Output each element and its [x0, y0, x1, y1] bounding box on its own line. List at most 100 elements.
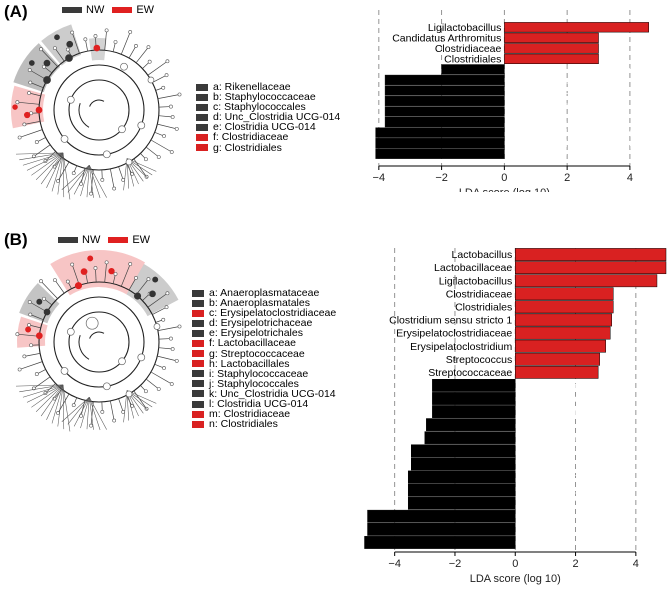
taxa-legend-swatch	[192, 370, 204, 378]
clade-node	[35, 106, 43, 114]
clade-leaf-node	[164, 305, 169, 310]
clade-leaf-node	[156, 155, 161, 159]
clade-branch	[51, 384, 64, 424]
bar-label: Clostridia UCC 014	[518, 498, 608, 510]
taxa-legend-swatch	[192, 340, 204, 348]
clade-ring	[38, 281, 160, 403]
clade-leaf-node	[65, 279, 70, 284]
clade-branch	[35, 384, 64, 413]
taxa-legend-item: a: Rikenellaceae	[196, 82, 340, 92]
clade-leaf-node	[34, 372, 39, 376]
clade-branch	[118, 166, 124, 181]
x-tick-label: 0	[501, 172, 507, 184]
clade-branch	[45, 383, 56, 394]
clade-branch	[28, 92, 41, 97]
clade-branch	[24, 121, 41, 125]
clade-branch	[157, 123, 177, 130]
clade-branch	[19, 152, 64, 161]
taxa-legend-item: n: Clostridiales	[192, 419, 336, 430]
clade-branch	[86, 397, 90, 430]
clade-leaf-node	[70, 30, 75, 35]
clade-branch	[128, 277, 137, 291]
bar-label: Clostridium sensu stricto 1	[389, 315, 512, 327]
taxa-legend-swatch	[196, 103, 208, 111]
taxa-legend-item: f: Clostridiaceae	[196, 132, 340, 143]
clade-branch	[120, 263, 131, 287]
clade-branch	[128, 45, 137, 59]
clade-leaf-node	[169, 382, 174, 386]
clade-leaf-node	[134, 276, 138, 280]
clade-leaf-node	[29, 343, 33, 348]
taxa-legend-swatch	[192, 360, 204, 368]
bar-label: Dubosiella	[518, 537, 567, 549]
taxa-legend-item: d: Erysipelotrichaceae	[192, 318, 336, 329]
bar-label: Staphylococcales	[518, 459, 600, 471]
lda-bar	[504, 22, 649, 33]
taxa-legend-label: g: Streptococcaceae	[209, 347, 305, 360]
clade-leaf-node	[161, 85, 166, 90]
clade-leaf-node	[112, 418, 117, 423]
clade-leaf-node	[22, 122, 27, 127]
bar-label: Ligilactobacillus	[439, 275, 513, 287]
clade-branch	[89, 165, 107, 198]
clade-branch	[145, 146, 159, 158]
clade-branch	[54, 47, 65, 62]
clade-branch	[22, 384, 64, 398]
bar-label: Rikenellaceae	[507, 117, 573, 129]
legend-ew: EW	[108, 234, 150, 246]
x-tick-label: −2	[449, 558, 462, 570]
clade-branch	[73, 397, 90, 427]
taxa-legend-label: b: Staphylococcaceae	[213, 91, 316, 104]
clade-leaf-node	[112, 186, 117, 191]
taxa-legend-label: m: Clostridiaceae	[209, 408, 291, 421]
clade-ring	[53, 296, 145, 388]
clade-branch	[150, 371, 172, 385]
clade-branch	[54, 279, 65, 294]
clade-inner-arc	[89, 99, 105, 107]
taxa-legend-a: a: Rikenellaceae b: Staphylococcaceae c: S…	[196, 82, 340, 153]
clade-branch	[31, 384, 64, 408]
taxa-legend-label: d: Unc_Clostridia UCG-014	[213, 111, 341, 124]
lda-bar	[515, 248, 667, 261]
clade-branch	[51, 152, 64, 192]
clade-branch	[57, 384, 64, 427]
taxa-legend-swatch	[192, 410, 204, 418]
clade-node	[36, 298, 43, 305]
clade-branch	[158, 338, 171, 340]
clade-branch	[28, 324, 41, 329]
clade-leaf-node	[162, 134, 166, 138]
clade-node	[24, 111, 31, 119]
clade-branch	[67, 396, 90, 425]
clade-leaf-node	[174, 126, 179, 131]
x-tick-label: 4	[633, 558, 639, 570]
clade-branch	[150, 139, 172, 153]
clade-leaf-node	[104, 260, 109, 265]
clade-leaf-node	[100, 178, 105, 182]
bar-label: Clostoridia UCC 014	[507, 148, 603, 160]
clade-node	[134, 292, 142, 300]
taxa-legend-label: e: Erysipelotrichales	[209, 327, 303, 340]
clade-branch	[147, 292, 168, 308]
clade-ring	[68, 311, 130, 373]
bar-label: Anaeroplasma	[518, 380, 586, 392]
clade-branch	[71, 264, 80, 286]
clade-branch	[80, 397, 90, 429]
taxa-legend-swatch	[192, 350, 204, 358]
clade-branch	[67, 164, 90, 193]
taxa-legend-swatch	[196, 134, 208, 142]
bar-label: Alistipes	[507, 106, 546, 118]
bar-label: Erysipelatoclostridiaceae	[396, 328, 512, 340]
clade-node	[43, 59, 51, 67]
clade-leaf-node	[83, 37, 88, 42]
taxa-legend-item: m: Clostridiaceae	[192, 409, 336, 419]
clade-branch	[19, 129, 43, 138]
legend-ew-label: EW	[132, 234, 151, 246]
bar-label: A2	[518, 419, 531, 431]
taxa-legend-label: g: Clostridiales	[213, 141, 282, 154]
bar-label: Staphylococcaceae	[507, 75, 598, 87]
bar-label: Unc_Clostridia UCG-014 (family)	[507, 127, 660, 139]
clade-leaf-node	[42, 296, 46, 301]
clade-node	[43, 308, 51, 316]
clade-branch	[147, 60, 168, 76]
